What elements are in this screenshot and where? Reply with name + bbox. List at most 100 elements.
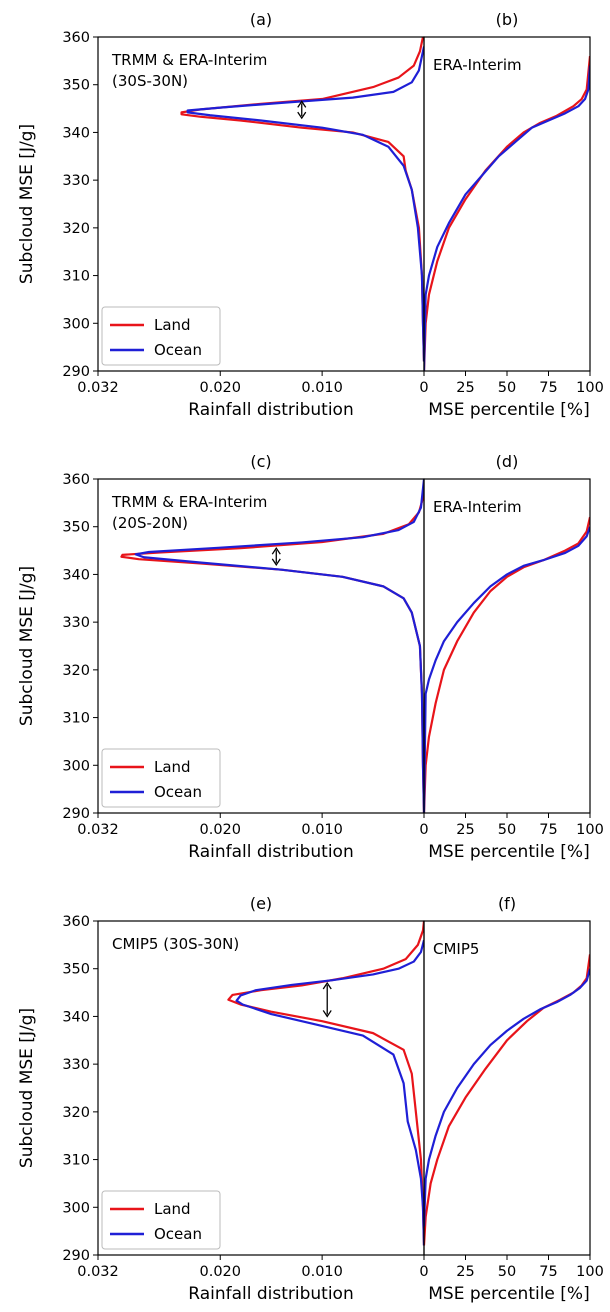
right-plot-lines [424, 517, 590, 813]
panel-annotation-left: TRMM & ERA-Interim [111, 493, 267, 511]
x-tick-label-left: 0.020 [199, 822, 241, 838]
legend-label-land: Land [154, 316, 191, 334]
y-axis-label: Subcloud MSE [J/g] [17, 566, 37, 726]
y-tick-label: 290 [62, 806, 90, 822]
y-tick-label: 360 [62, 30, 90, 46]
right-axes-frame [424, 479, 590, 813]
panel-letter-left: (e) [250, 894, 272, 913]
x-tick-label-right: 75 [539, 1264, 557, 1280]
legend-label-land: Land [154, 1200, 191, 1218]
x-tick-label-left: 0 [419, 1264, 428, 1280]
y-tick-label: 350 [62, 962, 90, 978]
legend-label-ocean: Ocean [154, 341, 202, 359]
y-tick-label: 330 [62, 1057, 90, 1073]
figure-row-3: (e) (f) 290 300 310 320 330 340 350 360 0.032 0.020… [17, 894, 604, 1304]
y-tick-label: 300 [62, 758, 90, 774]
y-tick-label: 310 [62, 711, 90, 727]
right-axes-frame [424, 37, 590, 371]
legend: Land Ocean [102, 307, 220, 365]
y-tick-label: 320 [62, 1105, 90, 1121]
x-tick-label-left: 0.020 [199, 380, 241, 396]
x-axis-label-left: Rainfall distribution [188, 842, 353, 862]
y-tick-label: 340 [62, 1009, 90, 1025]
series-line-land [424, 56, 590, 371]
x-tick-label-left: 0.020 [199, 1264, 241, 1280]
y-axis-label: Subcloud MSE [J/g] [17, 124, 37, 284]
x-axis-label-right: MSE percentile [%] [428, 400, 589, 420]
right-axes-frame [424, 921, 590, 1255]
left-plot-lines [228, 921, 424, 1245]
x-tick-label-right: 50 [498, 1264, 516, 1280]
y-tick-label: 300 [62, 316, 90, 332]
series-line-ocean [424, 527, 590, 813]
y-tick-label: 310 [62, 1153, 90, 1169]
x-axis-label-right: MSE percentile [%] [428, 842, 589, 862]
panel-letter-right: (b) [496, 10, 519, 29]
x-tick-label-right: 100 [576, 1264, 604, 1280]
right-plot-lines [424, 954, 590, 1245]
x-tick-label-right: 50 [498, 822, 516, 838]
x-tick-label-left: 0.010 [301, 822, 343, 838]
double-arrow [323, 983, 331, 1016]
x-tick-label-right: 25 [456, 380, 474, 396]
x-tick-label-left: 0 [419, 822, 428, 838]
x-axis-label-left: Rainfall distribution [188, 400, 353, 420]
y-tick-label: 350 [62, 78, 90, 94]
y-tick-label: 320 [62, 663, 90, 679]
series-line-ocean [424, 969, 590, 1227]
y-tick-label: 340 [62, 125, 90, 141]
legend: Land Ocean [102, 749, 220, 807]
panel-annotation-right: ERA-Interim [433, 498, 522, 516]
legend: Land Ocean [102, 1191, 220, 1249]
series-line-ocean [188, 47, 424, 362]
legend-label-ocean: Ocean [154, 1225, 202, 1243]
panel-annotation-left: (20S-20N) [112, 514, 188, 532]
x-tick-label-right: 25 [456, 1264, 474, 1280]
x-tick-label-right: 25 [456, 822, 474, 838]
y-tick-label: 330 [62, 173, 90, 189]
x-axis-label-left: Rainfall distribution [188, 1284, 353, 1304]
panel-letter-left: (c) [250, 452, 271, 471]
panel-letter-right: (d) [496, 452, 519, 471]
x-tick-label-right: 100 [576, 822, 604, 838]
panel-annotation-right: CMIP5 [433, 940, 479, 958]
x-tick-label-left: 0.010 [301, 380, 343, 396]
x-tick-label-right: 75 [539, 822, 557, 838]
y-tick-label: 360 [62, 914, 90, 930]
double-arrow [298, 101, 306, 118]
y-tick-label: 340 [62, 567, 90, 583]
x-tick-label-left: 0.032 [77, 822, 119, 838]
y-tick-label: 300 [62, 1200, 90, 1216]
double-arrow [272, 548, 280, 565]
panel-annotation-left: (30S-30N) [112, 72, 188, 90]
panel-annotation-left: TRMM & ERA-Interim [111, 51, 267, 69]
panel-letter-left: (a) [250, 10, 272, 29]
x-tick-label-right: 75 [539, 380, 557, 396]
x-axis-label-right: MSE percentile [%] [428, 1284, 589, 1304]
y-tick-label: 330 [62, 615, 90, 631]
y-tick-label: 290 [62, 1248, 90, 1264]
legend-label-land: Land [154, 758, 191, 776]
y-tick-label: 350 [62, 520, 90, 536]
x-tick-label-right: 100 [576, 380, 604, 396]
y-tick-label: 290 [62, 364, 90, 380]
right-plot-lines [424, 56, 590, 371]
x-tick-label-left: 0.032 [77, 380, 119, 396]
x-tick-label-left: 0 [419, 380, 428, 396]
x-tick-label-left: 0.010 [301, 1264, 343, 1280]
panel-annotation-left: CMIP5 (30S-30N) [112, 935, 239, 953]
y-tick-label: 320 [62, 221, 90, 237]
series-line-ocean [237, 940, 424, 1245]
x-tick-label-right: 50 [498, 380, 516, 396]
panel-letter-right: (f) [498, 894, 516, 913]
figure-row-2: (c) (d) 290 300 310 320 330 340 350 360 0.032 0.020… [17, 452, 604, 862]
panel-annotation-right: ERA-Interim [433, 56, 522, 74]
figure-row-1: (a) (b) 290 300 310 320 330 340 350 360 0.032 0.020… [17, 10, 604, 420]
y-axis-label: Subcloud MSE [J/g] [17, 1008, 37, 1168]
legend-label-ocean: Ocean [154, 783, 202, 801]
series-line-land [424, 517, 590, 813]
x-tick-label-left: 0.032 [77, 1264, 119, 1280]
y-tick-label: 310 [62, 269, 90, 285]
y-tick-label: 360 [62, 472, 90, 488]
